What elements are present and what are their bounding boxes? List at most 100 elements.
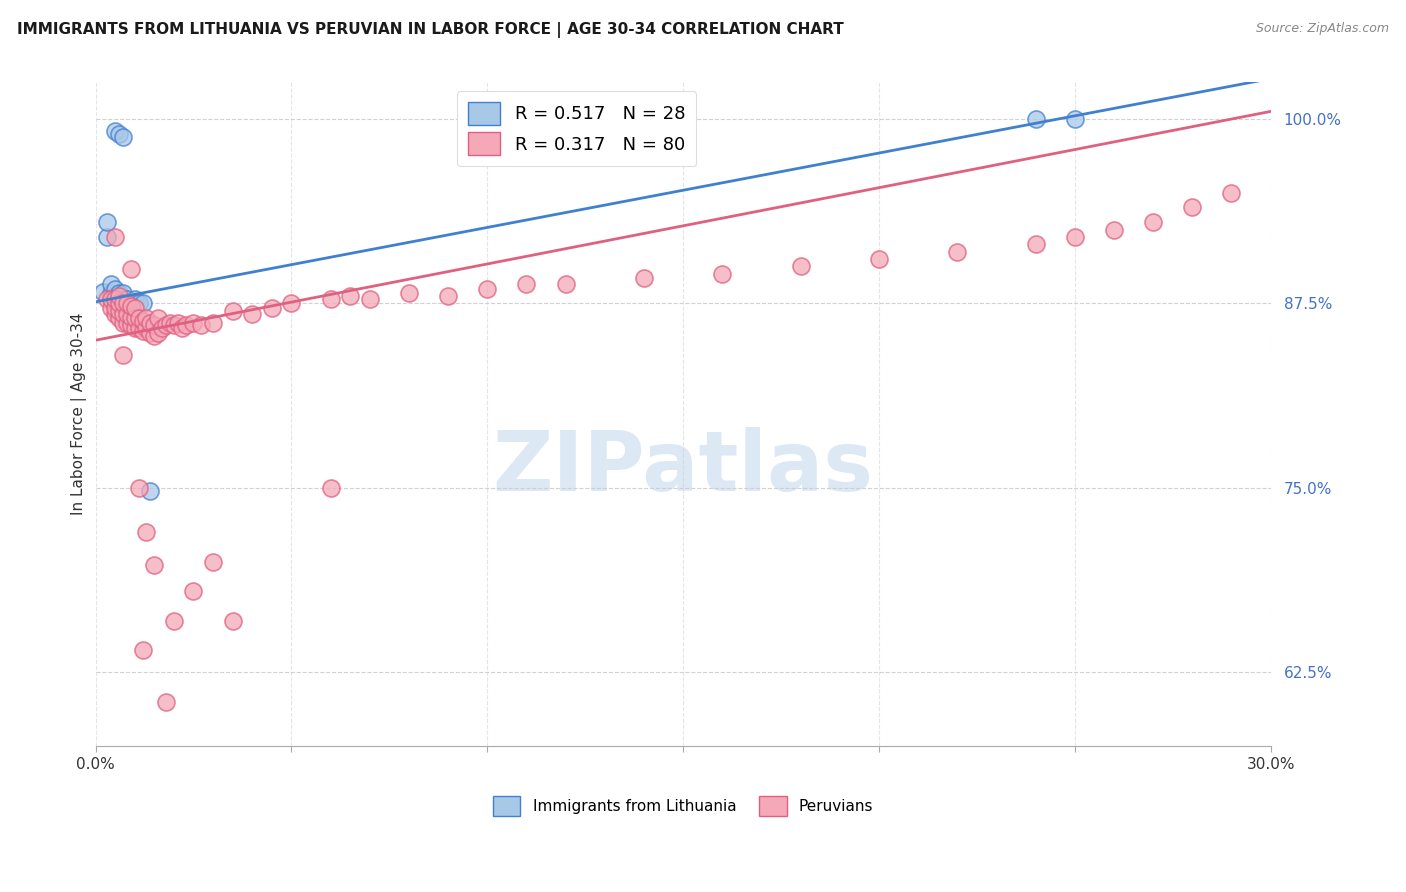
Point [1142,215,1164,229]
Point [868,252,890,266]
Point [170,321,193,335]
Point [437,289,460,303]
Point [108,285,131,300]
Point [108,303,131,318]
Point [108,311,131,326]
Point [143,318,166,333]
Point [111,316,134,330]
Point [319,292,342,306]
Point [135,311,157,326]
Point [319,481,342,495]
Point [359,292,381,306]
Point [111,296,134,310]
Point [155,318,177,333]
Point [111,296,134,310]
Point [104,123,127,137]
Text: ZIPatlas: ZIPatlas [492,426,873,508]
Point [202,555,225,569]
Point [100,277,122,292]
Point [240,307,263,321]
Point [183,316,205,330]
Point [1063,230,1085,244]
Point [115,296,138,310]
Point [104,230,127,244]
Point [1181,200,1204,214]
Point [143,328,166,343]
Point [100,301,122,315]
Point [115,316,138,330]
Point [1102,222,1125,236]
Point [120,310,142,324]
Point [93,285,115,299]
Point [111,348,134,362]
Point [96,230,118,244]
Point [163,318,186,333]
Point [124,321,146,335]
Point [108,127,131,141]
Point [96,292,118,306]
Point [104,292,127,306]
Point [124,296,146,310]
Point [280,296,302,310]
Point [115,296,138,310]
Point [100,285,122,300]
Point [150,321,173,335]
Point [111,292,134,306]
Point [202,316,225,330]
Point [554,277,576,292]
Point [100,292,122,306]
Point [166,316,188,330]
Point [148,311,170,326]
Point [120,262,142,277]
Point [260,301,283,315]
Point [124,301,146,315]
Point [120,318,142,333]
Point [190,318,212,333]
Point [104,289,127,303]
Point [143,558,166,572]
Point [221,303,243,318]
Point [1025,112,1047,126]
Point [1063,112,1085,126]
Point [155,695,177,709]
Point [139,316,162,330]
Point [633,271,655,285]
Point [339,289,361,303]
Text: IMMIGRANTS FROM LITHUANIA VS PERUVIAN IN LABOR FORCE | AGE 30-34 CORRELATION CHA: IMMIGRANTS FROM LITHUANIA VS PERUVIAN IN… [17,22,844,38]
Point [148,326,170,340]
Point [108,296,131,310]
Point [163,614,186,628]
Point [111,307,134,321]
Point [104,294,127,309]
Point [789,260,811,274]
Point [128,321,150,335]
Legend: Immigrants from Lithuania, Peruvians: Immigrants from Lithuania, Peruvians [486,790,879,822]
Point [221,614,243,628]
Point [115,307,138,321]
Y-axis label: In Labor Force | Age 30-34: In Labor Force | Age 30-34 [72,313,87,516]
Point [131,325,153,339]
Point [135,525,157,540]
Point [104,282,127,296]
Point [139,326,162,340]
Point [131,296,153,310]
Point [128,296,150,310]
Point [1220,186,1243,200]
Point [120,296,142,310]
Point [100,292,122,306]
Point [1025,237,1047,252]
Point [131,314,153,328]
Point [104,301,127,315]
Point [124,292,146,306]
Point [159,316,181,330]
Point [108,296,131,310]
Point [108,292,131,306]
Point [398,285,420,300]
Point [515,277,537,292]
Point [183,584,205,599]
Point [104,307,127,321]
Point [131,643,153,657]
Point [174,318,197,333]
Point [120,299,142,313]
Point [111,129,134,144]
